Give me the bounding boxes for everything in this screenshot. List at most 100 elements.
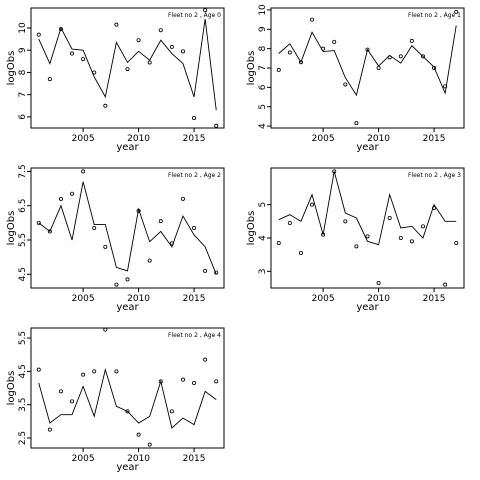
y-tick-label: 9 bbox=[18, 47, 28, 53]
observed-point bbox=[36, 220, 41, 225]
observed-point bbox=[354, 121, 359, 126]
y-tick-label: 4.5 bbox=[18, 267, 28, 281]
x-tick-label: 2010 bbox=[127, 294, 150, 304]
observed-point bbox=[58, 389, 63, 394]
observed-point bbox=[125, 277, 130, 282]
x-tick-label: 2015 bbox=[183, 294, 206, 304]
plot-frame bbox=[270, 7, 465, 129]
x-tick-label: 2015 bbox=[423, 294, 446, 304]
observed-point bbox=[125, 409, 130, 414]
fitted-line bbox=[38, 19, 217, 111]
y-tick-label: 5 bbox=[258, 104, 268, 110]
plot-frame bbox=[30, 327, 225, 449]
x-tick-label: 2010 bbox=[367, 134, 390, 144]
y-axis-label: logObs bbox=[6, 371, 17, 406]
y-tick-label: 2.5 bbox=[18, 431, 28, 445]
observed-point bbox=[92, 225, 97, 230]
observed-point bbox=[420, 224, 425, 229]
observed-point bbox=[409, 239, 414, 244]
chart-panel-age-2: Fleet no 2 , Age 2 2005 2010 2015 4.5 5.5 6.5 7… bbox=[6, 164, 225, 313]
observed-point bbox=[298, 250, 303, 255]
x-tick-label: 2015 bbox=[183, 134, 206, 144]
observed-point bbox=[169, 44, 174, 49]
y-axis-label: logObs bbox=[6, 51, 17, 86]
observed-point bbox=[321, 232, 326, 237]
observed-point bbox=[136, 432, 141, 437]
data-layer bbox=[276, 9, 459, 126]
observed-point bbox=[432, 66, 437, 71]
data-layer bbox=[276, 169, 459, 287]
observed-point bbox=[443, 282, 448, 287]
fitted-line bbox=[278, 171, 457, 246]
observed-point bbox=[332, 169, 337, 174]
observed-point bbox=[321, 46, 326, 51]
observed-point bbox=[287, 50, 292, 55]
x-tick-label: 2005 bbox=[72, 134, 95, 144]
observed-point bbox=[365, 47, 370, 52]
observed-point bbox=[343, 82, 348, 87]
data-layer bbox=[36, 328, 219, 447]
chart-panel-age-0: Fleet no 2 , Age 0 2005 2010 2015 6 7 8 9 10 year… bbox=[6, 7, 225, 153]
observed-point bbox=[214, 270, 219, 275]
observed-point bbox=[214, 379, 219, 384]
observed-point bbox=[47, 427, 52, 432]
observed-point bbox=[136, 208, 141, 213]
observed-point bbox=[81, 169, 86, 174]
fitted-line bbox=[38, 367, 217, 429]
observed-point bbox=[203, 8, 208, 13]
x-tick-label: 2005 bbox=[72, 454, 95, 464]
observed-point bbox=[81, 372, 86, 377]
observed-point bbox=[70, 51, 75, 56]
observed-point bbox=[310, 17, 315, 22]
observed-point bbox=[169, 241, 174, 246]
observed-point bbox=[103, 103, 108, 108]
observed-point bbox=[310, 202, 315, 207]
y-axis-label: logObs bbox=[246, 211, 257, 246]
observed-point bbox=[376, 66, 381, 71]
observed-point bbox=[398, 54, 403, 59]
y-tick-label: 4 bbox=[258, 123, 268, 129]
x-axis-label: year bbox=[116, 142, 139, 153]
observed-point bbox=[192, 116, 197, 121]
observed-point bbox=[103, 328, 108, 332]
observed-point bbox=[420, 54, 425, 59]
data-layer bbox=[36, 8, 219, 128]
observed-point bbox=[169, 409, 174, 414]
chart-panel-age-4: Fleet no 2 , Age 4 2005 2010 2015 2.5 3.5 4.5 5… bbox=[6, 327, 225, 473]
y-tick-label: 10 bbox=[18, 22, 28, 34]
observed-point bbox=[387, 215, 392, 220]
y-axis-label: logObs bbox=[246, 51, 257, 86]
y-tick-label: 7 bbox=[258, 65, 268, 71]
y-tick-label: 5.5 bbox=[18, 331, 28, 345]
y-tick-label: 8 bbox=[258, 46, 268, 52]
x-axis-label: year bbox=[116, 462, 139, 473]
y-tick-label: 9 bbox=[258, 26, 268, 32]
observed-point bbox=[203, 268, 208, 273]
y-tick-label: 4 bbox=[258, 235, 268, 241]
observed-point bbox=[454, 9, 459, 14]
x-tick-label: 2005 bbox=[312, 134, 335, 144]
fitted-line bbox=[278, 25, 457, 97]
observed-point bbox=[47, 229, 52, 234]
observed-point bbox=[454, 240, 459, 245]
observed-point bbox=[365, 234, 370, 239]
data-layer bbox=[36, 169, 219, 287]
observed-point bbox=[136, 38, 141, 43]
observed-point bbox=[332, 39, 337, 44]
panel-title: Fleet no 2 , Age 2 bbox=[168, 172, 221, 179]
plot-frame bbox=[270, 167, 465, 289]
observed-point bbox=[203, 357, 208, 362]
y-axis-label: logObs bbox=[6, 211, 17, 246]
fitted-line bbox=[38, 181, 217, 275]
observed-point bbox=[114, 22, 119, 27]
x-tick-label: 2005 bbox=[72, 294, 95, 304]
observed-point bbox=[276, 240, 281, 245]
y-tick-label: 6 bbox=[18, 114, 28, 120]
x-axis-label: year bbox=[356, 302, 379, 313]
observed-point bbox=[192, 225, 197, 230]
observed-point bbox=[125, 67, 130, 72]
observed-point bbox=[376, 280, 381, 285]
plot-frame bbox=[30, 7, 225, 129]
observed-point bbox=[180, 196, 185, 201]
